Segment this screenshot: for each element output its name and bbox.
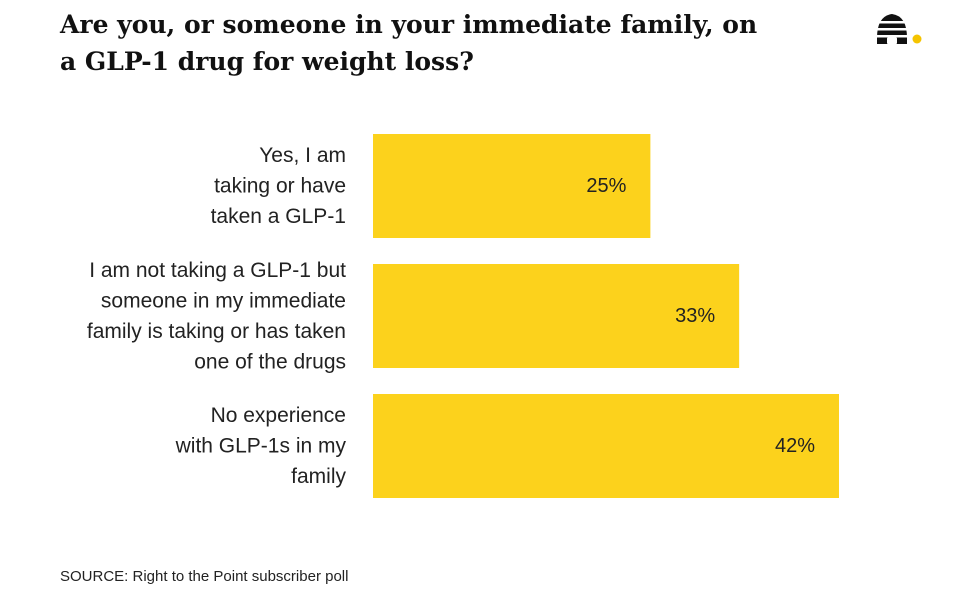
category-label-line: someone in my immediate (101, 289, 346, 312)
bar (373, 134, 651, 238)
category-label-line: Yes, I am (259, 144, 346, 167)
category-label-line: one of the drugs (194, 350, 346, 373)
source-note: SOURCE: Right to the Point subscriber po… (60, 568, 349, 585)
category-label-line: family (291, 465, 346, 488)
data-label: 33% (675, 305, 715, 327)
category-label-line: No experience (211, 404, 346, 427)
beehive-icon (874, 14, 922, 44)
category-label: No experience with GLP-1s in my family (175, 404, 347, 488)
category-label-line: taken a GLP-1 (211, 205, 346, 228)
data-label: 25% (586, 175, 626, 197)
category-label-line: with GLP-1s in my (175, 435, 347, 458)
data-label: 42% (775, 435, 815, 457)
category-label-line: family is taking or has taken (87, 320, 346, 343)
category-label-line: taking or have (214, 175, 346, 198)
bar (373, 394, 839, 498)
bar (373, 264, 740, 368)
logo-dot (912, 34, 922, 44)
category-label: I am not taking a GLP-1 but someone in my… (87, 259, 346, 374)
chart-title: Are you, or someone in your immediate fa… (60, 10, 758, 76)
category-label: Yes, I am taking or have taken a GLP-1 (211, 144, 346, 228)
category-label-line: I am not taking a GLP-1 but (89, 259, 346, 282)
